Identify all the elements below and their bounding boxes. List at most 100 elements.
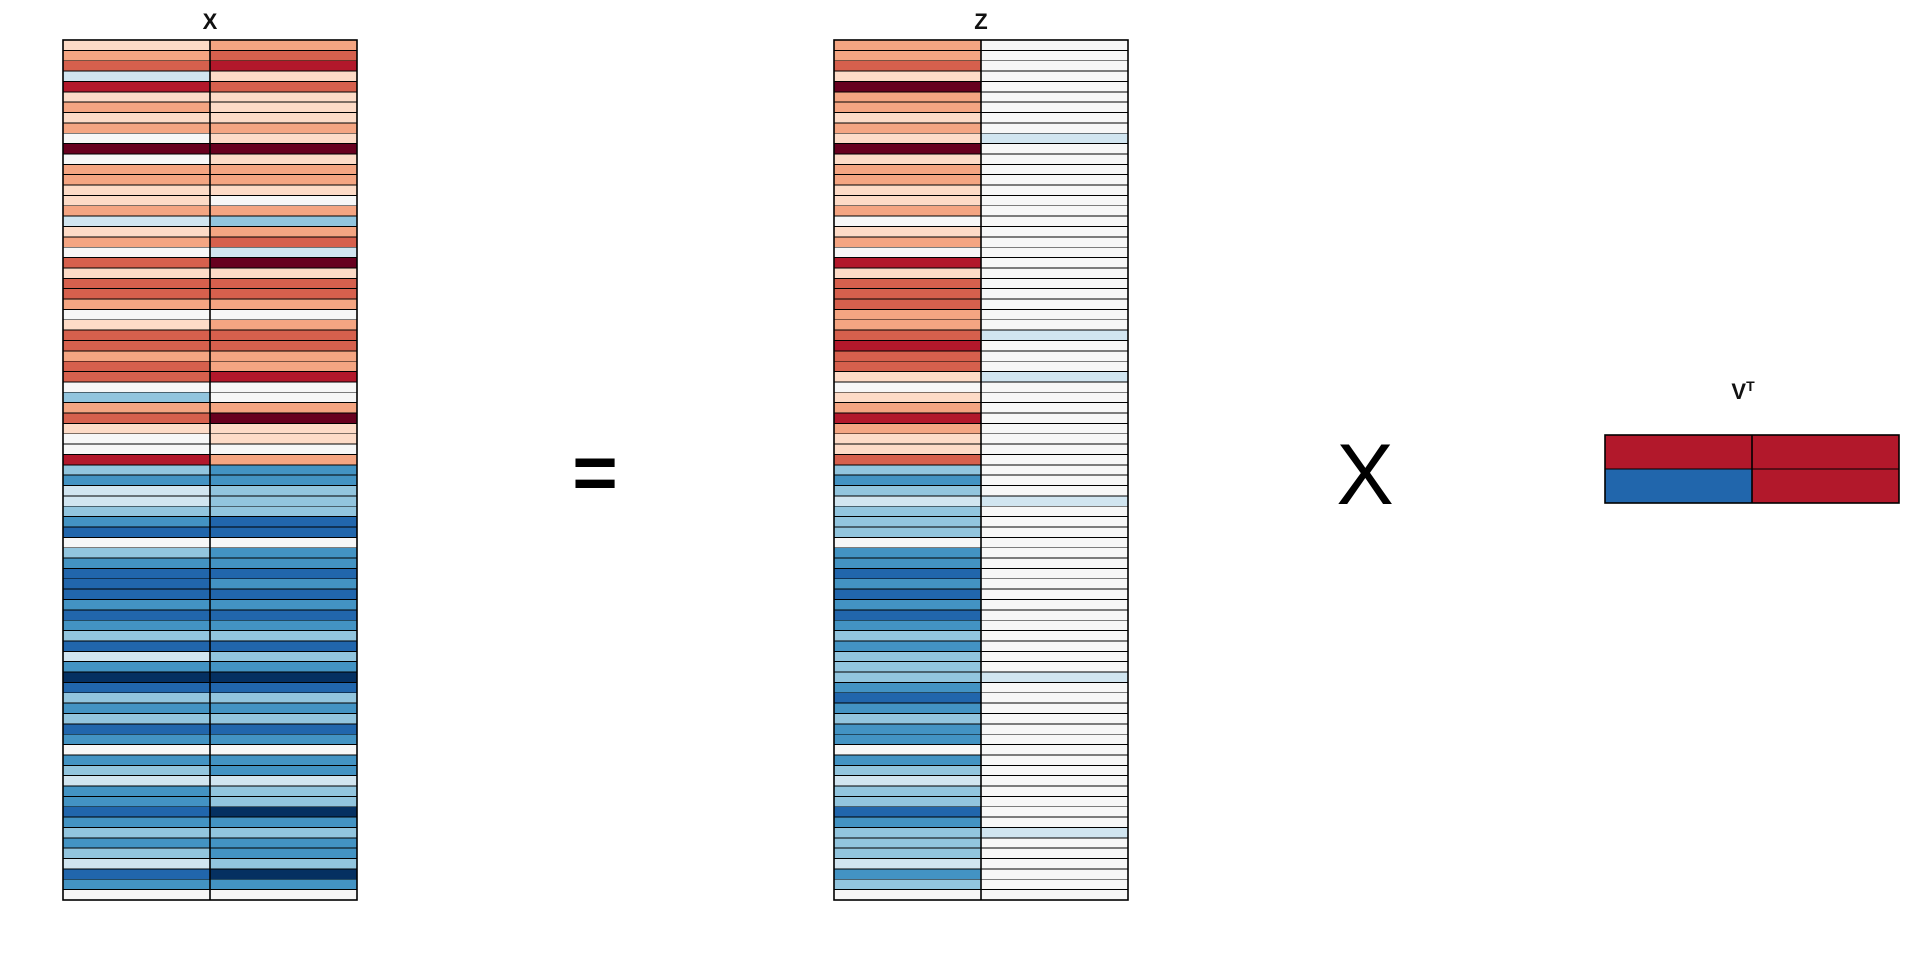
matrix-z-cell-37-2 [980,412,1129,424]
matrix-z-cell-73-2 [980,785,1129,797]
matrix-z-cell-81-2 [980,868,1129,880]
matrix-z-cell-80-1 [833,858,982,870]
matrix-x-cell-19-1 [62,226,211,238]
matrix-x-cell-27-1 [62,308,211,321]
matrix-x-cell-45-2 [209,495,358,507]
matrix-x-cell-23-2 [209,267,358,279]
matrix-z-cell-64-2 [980,692,1129,704]
matrix-z-cell-26-1 [833,298,982,310]
matrix-x-cell-63-1 [62,681,211,694]
matrix-z-cell-79-2 [980,847,1129,860]
matrix-z-cell-16-1 [833,194,982,207]
matrix-z-cell-3-1 [833,60,982,72]
matrix-z-cell-7-1 [833,101,982,113]
matrix-x-cell-51-2 [209,557,358,569]
matrix-z-cell-43-2 [980,474,1129,486]
matrix-z-cells [833,39,1129,901]
matrix-x-cell-21-1 [62,246,211,259]
matrix-z-cell-25-2 [980,288,1129,300]
matrix-x-cell-69-2 [209,744,358,756]
matrix-z-cell-32-2 [980,360,1129,373]
matrix-x-cell-25-1 [62,288,211,300]
matrix-z-cell-33-2 [980,371,1129,383]
matrix-x-cell-48-1 [62,526,211,538]
matrix-x-cell-17-2 [209,205,358,217]
matrix-z-cell-56-2 [980,609,1129,621]
matrix-x-cell-78-1 [62,837,211,849]
matrix-z-cell-27-2 [980,308,1129,321]
matrix-x-cell-6-2 [209,91,358,103]
matrix-x-cell-9-1 [62,122,211,134]
matrix-vt-title-main: V [1731,379,1746,404]
matrix-z-cell-13-1 [833,163,982,176]
matrix-x-cell-74-1 [62,795,211,808]
matrix-z-cell-46-1 [833,505,982,518]
matrix-z-cell-82-2 [980,878,1129,891]
matrix-z-cell-38-2 [980,422,1129,435]
matrix-z-cell-68-2 [980,733,1129,746]
matrix-x-cell-31-1 [62,350,211,362]
matrix-z-cell-83-2 [980,889,1129,901]
matrix-x-cell-37-1 [62,412,211,424]
matrix-z-cell-56-1 [833,609,982,621]
matrix-z-cell-23-2 [980,267,1129,279]
matrix-z-cell-9-2 [980,122,1129,134]
equals-symbol: = [572,428,618,516]
matrix-z-cell-36-2 [980,402,1129,414]
matrix-x-cell-39-1 [62,433,211,445]
matrix-z-cell-5-1 [833,80,982,93]
matrix-x-cell-41-1 [62,454,211,466]
matrix-x-cell-17-1 [62,205,211,217]
matrix-z-cell-58-1 [833,630,982,642]
matrix-z-cell-67-2 [980,723,1129,735]
matrix-x-cell-27-2 [209,308,358,321]
matrix-z-cell-15-1 [833,184,982,196]
matrix-z-cell-70-2 [980,754,1129,766]
matrix-x-cell-11-1 [62,143,211,155]
matrix-z-cell-2-2 [980,49,1129,62]
matrix-x-cell-42-2 [209,464,358,476]
matrix-z-cell-31-2 [980,350,1129,362]
matrix-z-cell-73-1 [833,785,982,797]
matrix-z-cell-78-2 [980,837,1129,849]
matrix-x-cell-38-1 [62,422,211,435]
matrix-x-cell-67-1 [62,723,211,735]
matrix-z-cell-4-1 [833,70,982,82]
matrix-z-cell-24-1 [833,277,982,290]
matrix-x-cell-50-2 [209,547,358,559]
matrix-x-cell-83-2 [209,889,358,901]
matrix-vt-cell-1-2 [1751,434,1900,470]
matrix-z-cell-17-2 [980,205,1129,217]
matrix-x-cell-60-2 [209,650,358,663]
matrix-x-cell-35-1 [62,391,211,404]
matrix-z-cell-33-1 [833,371,982,383]
matrix-x-cell-11-2 [209,143,358,155]
matrix-vt-cells [1604,434,1900,504]
matrix-z-cell-35-1 [833,391,982,404]
matrix-z-cell-64-1 [833,692,982,704]
matrix-z-cell-28-2 [980,319,1129,331]
matrix-x-cell-75-2 [209,806,358,818]
matrix-z-cell-21-1 [833,246,982,259]
matrix-z-cell-22-1 [833,257,982,269]
matrix-x-cell-22-2 [209,257,358,269]
matrix-z-cell-38-1 [833,422,982,435]
matrix-x-cell-10-2 [209,132,358,145]
matrix-z-cell-20-2 [980,236,1129,248]
matrix-x-cell-4-2 [209,70,358,82]
matrix-x-cell-70-1 [62,754,211,766]
matrix-x-cell-64-1 [62,692,211,704]
matrix-x-cell-76-1 [62,816,211,828]
matrix-x-cell-74-2 [209,795,358,808]
matrix-z-cell-29-2 [980,329,1129,341]
matrix-x-cell-81-2 [209,868,358,880]
matrix-x-cell-51-1 [62,557,211,569]
matrix-x-cell-4-1 [62,70,211,82]
matrix-z-cell-80-2 [980,858,1129,870]
matrix-z-cell-71-2 [980,764,1129,777]
matrix-z: Z [833,9,1129,901]
matrix-x-cell-52-1 [62,567,211,580]
matrix-x-cell-58-2 [209,630,358,642]
matrix-z-title: Z [974,9,987,34]
matrix-z-cell-6-2 [980,91,1129,103]
